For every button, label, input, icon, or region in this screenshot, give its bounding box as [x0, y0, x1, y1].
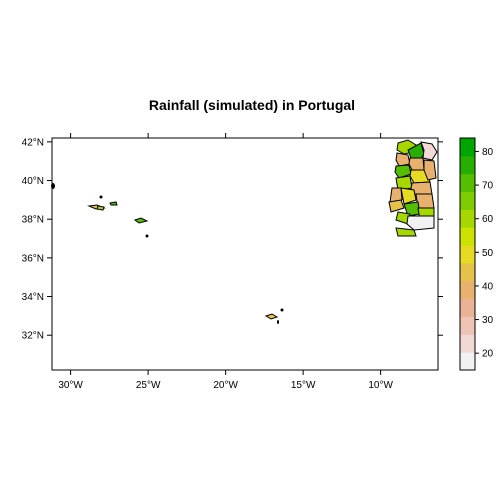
region-desertas [277, 320, 279, 324]
region-flores [51, 183, 55, 189]
legend-tick-label: 20 [482, 349, 494, 360]
legend-band [460, 191, 475, 210]
legend-band [460, 298, 475, 317]
x-tick-label: 10°W [368, 380, 393, 391]
legend-band [460, 245, 475, 264]
legend-tick-label: 80 [482, 147, 494, 158]
region-graciosa [99, 195, 103, 199]
y-axis: 42°N 40°N 38°N 36°N 34°N 32°N [22, 137, 443, 342]
region-faro [395, 227, 417, 237]
legend-band [460, 155, 475, 175]
y-tick-label: 42°N [22, 137, 44, 148]
region-porto-santo [280, 308, 284, 312]
legend-band [460, 316, 475, 335]
legend-band [460, 280, 475, 300]
region-guarda [423, 159, 437, 181]
region-vila-real [408, 157, 425, 171]
legend-tick-label: 70 [482, 181, 494, 192]
y-tick-label: 38°N [22, 215, 44, 226]
region-porto [395, 152, 411, 167]
legend-tick-label: 60 [482, 214, 494, 225]
legend-band [460, 262, 475, 282]
region-madeira [264, 313, 279, 320]
region-santarem [400, 187, 417, 205]
x-tick-label: 20°W [213, 380, 238, 391]
region-santa-maria [145, 234, 149, 238]
plot-frame [51, 137, 439, 371]
region-sao-miguel [133, 217, 149, 224]
region-lisboa [388, 199, 405, 213]
region-leiria [389, 187, 403, 203]
x-axis: 30°W 25°W 20°W 15°W 10°W [58, 133, 393, 391]
x-tick-label: 25°W [136, 380, 161, 391]
x-tick-label: 15°W [291, 380, 316, 391]
legend-band [460, 352, 475, 371]
color-legend: 20 30 40 50 60 70 80 [459, 137, 494, 371]
y-tick-label: 34°N [22, 292, 44, 303]
legend-tick-label: 50 [482, 248, 494, 259]
region-beja [406, 215, 435, 231]
region-aveiro [394, 164, 412, 179]
legend-tick-label: 40 [482, 281, 494, 292]
legend-frame [459, 137, 476, 371]
y-tick-label: 40°N [22, 176, 44, 187]
map-title: Rainfall (simulated) in Portugal [149, 97, 355, 113]
legend-band [460, 334, 475, 353]
legend-band [460, 209, 475, 228]
y-tick-label: 32°N [22, 331, 44, 342]
legend-band [460, 173, 475, 193]
region-braga [407, 142, 425, 161]
x-tick-label: 30°W [58, 380, 83, 391]
region-terceira [109, 201, 118, 206]
legend-tick-label: 30 [482, 315, 494, 326]
y-tick-label: 36°N [22, 253, 44, 264]
legend-band [460, 138, 475, 157]
map-regions [51, 139, 438, 324]
legend-band [460, 227, 475, 246]
region-braganca [420, 141, 438, 161]
region-pico [96, 205, 105, 211]
